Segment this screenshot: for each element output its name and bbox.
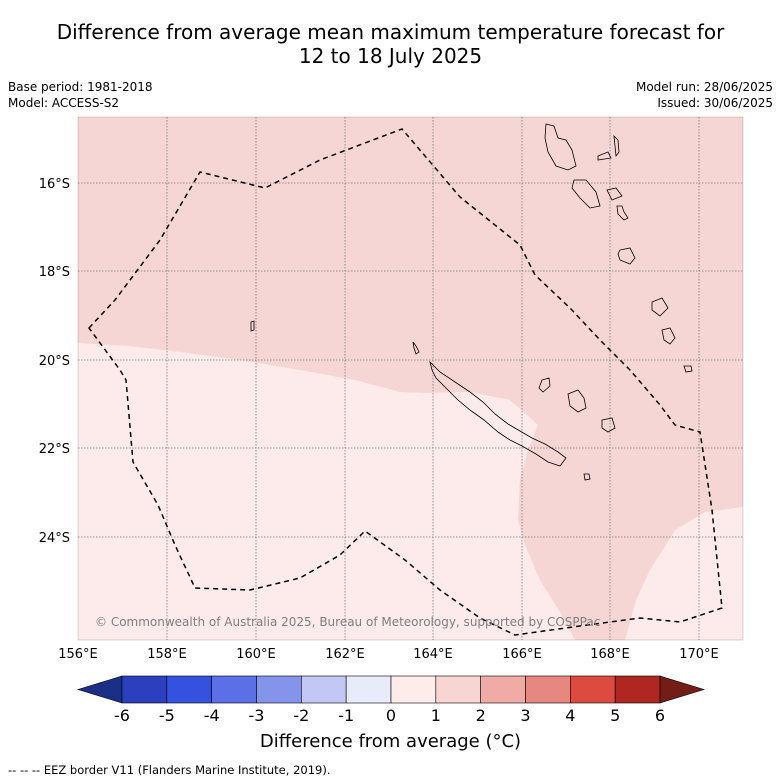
anomaly-region-1-2 — [78, 117, 743, 640]
title-line-1: Difference from average mean maximum tem… — [56, 20, 725, 44]
erromango-island — [651, 297, 669, 317]
colorbar-bin — [121, 675, 168, 704]
lon-label-170e: 170°E — [679, 647, 719, 662]
colorbar-bin — [570, 675, 616, 704]
graticule — [78, 117, 743, 640]
chesterfield-islet — [250, 320, 255, 332]
colorbar-tick-label: 1 — [431, 706, 441, 725]
lat-label-24s: 24°S — [39, 531, 70, 546]
eez-border — [88, 128, 723, 636]
colorbar-tick-label: -6 — [114, 706, 130, 725]
lon-label-156e: 156°E — [58, 647, 98, 662]
lon-label-162e: 162°E — [325, 647, 365, 662]
copyright-text: © Commonwealth of Australia 2025, Bureau… — [95, 615, 600, 629]
colorbar-tick-label: -5 — [159, 706, 175, 725]
espiritu-santo-island — [544, 123, 577, 171]
colorbar-tick-label: -2 — [293, 706, 309, 725]
colorbar-extend-low — [76, 675, 123, 704]
colorbar-extend-high — [659, 675, 706, 704]
map-frame — [77, 116, 744, 641]
colorbar-bin — [256, 675, 302, 704]
colorbar-bin — [301, 675, 347, 704]
ouvea-island — [538, 377, 551, 393]
ambae-island — [597, 151, 612, 161]
model-text: Model: ACCESS-S2 — [8, 96, 120, 110]
colorbar-bin — [480, 675, 526, 704]
lat-label-18s: 18°S — [39, 265, 70, 280]
efate-island — [617, 247, 636, 265]
isle-of-pines — [583, 473, 591, 481]
colorbar-bin — [166, 675, 212, 704]
maewo-island — [613, 134, 620, 158]
epi-shepherd-islands — [616, 205, 629, 221]
colorbar-tick-label: 5 — [610, 706, 620, 725]
eez-footnote: -- -- -- EEZ border V11 (Flanders Marine… — [8, 763, 331, 777]
latitude-labels: 16°S 18°S 20°S 22°S 24°S — [39, 177, 70, 546]
colorbar-tick-label: -1 — [338, 706, 354, 725]
mare-island — [601, 417, 616, 433]
model-run-text: Model run: 28/06/2025 — [635, 80, 773, 94]
colorbar-tick-label: -3 — [249, 706, 265, 725]
lon-label-160e: 160°E — [236, 647, 276, 662]
colorbar-bin — [390, 675, 437, 704]
colorbar-bin — [345, 675, 392, 704]
longitude-labels: 156°E 158°E 160°E 162°E 164°E 166°E 168°… — [58, 647, 719, 662]
lon-label-166e: 166°E — [502, 647, 542, 662]
pentecost-ambrym-islands — [606, 187, 623, 201]
new-caledonia-island — [429, 360, 567, 467]
colorbar-tick-label: 0 — [386, 706, 396, 725]
lat-label-20s: 20°S — [39, 354, 70, 369]
colorbar-bin — [435, 675, 481, 704]
colorbar-bin — [211, 675, 257, 704]
issued-text: Issued: 30/06/2025 — [657, 96, 773, 110]
aneityum-island — [683, 365, 693, 373]
colorbar-bin — [614, 675, 661, 704]
colorbar-tick-label: -4 — [204, 706, 220, 725]
lon-label-168e: 168°E — [590, 647, 630, 662]
lon-label-158e: 158°E — [147, 647, 187, 662]
colorbar-tick-label: 3 — [520, 706, 530, 725]
lifou-island — [567, 389, 587, 413]
colorbar-bin — [525, 675, 571, 704]
colorbar-tick-label: 6 — [655, 706, 665, 725]
colorbar-tick-label: 2 — [476, 706, 486, 725]
colorbar-tick-label: 4 — [565, 706, 575, 725]
base-period-text: Base period: 1981-2018 — [8, 80, 153, 94]
tanna-island — [661, 327, 676, 345]
colorbar-label: Difference from average (°C) — [259, 731, 522, 752]
colorbar: -6 -5 -4 -3 -2 -1 0 1 2 3 4 5 6 — [76, 675, 706, 725]
lat-label-16s: 16°S — [39, 177, 70, 192]
lon-label-164e: 164°E — [413, 647, 453, 662]
title-line-2: 12 to 18 July 2025 — [298, 44, 483, 68]
lat-label-22s: 22°S — [39, 442, 70, 457]
malakula-island — [571, 179, 601, 209]
belep-islands — [412, 341, 420, 355]
